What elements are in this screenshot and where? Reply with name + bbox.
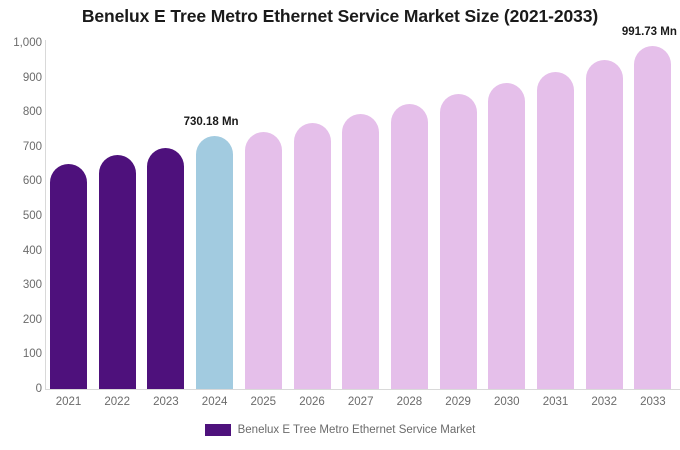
y-axis-tick-label: 800 <box>22 106 42 119</box>
x-axis-tick-label-2026: 2026 <box>299 396 325 408</box>
chart-title: Benelux E Tree Metro Ethernet Service Ma… <box>81 6 599 26</box>
y-axis-tick-label: 100 <box>22 348 42 361</box>
bar-2022[interactable] <box>98 155 136 389</box>
bar-value-label-2024: 730.18 Mn <box>183 116 239 129</box>
y-axis-tick-label: 200 <box>22 313 42 326</box>
y-axis-tick-label: 0 <box>35 383 42 395</box>
bar-2031[interactable] <box>537 72 574 389</box>
bar-2027[interactable] <box>342 113 380 389</box>
bar-2021[interactable] <box>50 164 87 389</box>
y-axis-tick-label: 1,000 <box>13 37 42 49</box>
bar-2033[interactable] <box>634 45 672 389</box>
y-axis-tick-label: 900 <box>22 71 42 84</box>
chart-legend: Benelux E Tree Metro Ethernet Service Ma… <box>0 424 680 436</box>
bar-value-label-2033: 991.73 Mn <box>621 25 677 38</box>
bar-2028[interactable] <box>390 103 428 389</box>
bar-2024[interactable] <box>196 136 234 389</box>
x-axis-tick-label-2031: 2031 <box>542 396 569 408</box>
x-axis-tick-label-2029: 2029 <box>445 396 471 408</box>
x-axis-tick-label-2027: 2027 <box>347 396 374 408</box>
y-axis-tick-label: 400 <box>22 244 42 257</box>
bar-2032[interactable] <box>585 60 623 389</box>
y-axis-tick-label: 700 <box>22 140 42 153</box>
legend-swatch-icon <box>204 424 231 436</box>
x-axis-tick-label-2024: 2024 <box>201 396 228 408</box>
bar-2023[interactable] <box>147 147 185 389</box>
x-axis-tick-label-2022: 2022 <box>104 396 130 408</box>
bar-2029[interactable] <box>439 94 477 389</box>
bar-2026[interactable] <box>293 122 331 389</box>
y-axis-line <box>45 40 46 390</box>
x-axis-tick-label-2025: 2025 <box>250 396 277 408</box>
y-axis-tick-labels: 0 100 200 300 400 500 600 700 800 900 1,000 <box>0 0 42 450</box>
x-axis-tick-label-2021: 2021 <box>55 396 82 408</box>
x-axis-tick-label-2033: 2033 <box>640 396 666 408</box>
x-axis-tick-label-2023: 2023 <box>153 396 179 408</box>
y-axis-tick-label: 600 <box>22 175 42 188</box>
x-axis-tick-label-2030: 2030 <box>494 396 520 408</box>
bar-2025[interactable] <box>244 132 282 389</box>
y-axis-tick-label: 300 <box>22 279 42 292</box>
y-axis-tick-label: 500 <box>22 210 42 222</box>
bar-2030[interactable] <box>488 82 526 389</box>
x-axis-tick-label-2028: 2028 <box>396 396 423 408</box>
x-axis-tick-label-2032: 2032 <box>591 396 617 408</box>
legend-label: Benelux E Tree Metro Ethernet Service Ma… <box>237 424 476 436</box>
x-axis-line <box>45 389 680 390</box>
plot-area <box>45 43 680 389</box>
